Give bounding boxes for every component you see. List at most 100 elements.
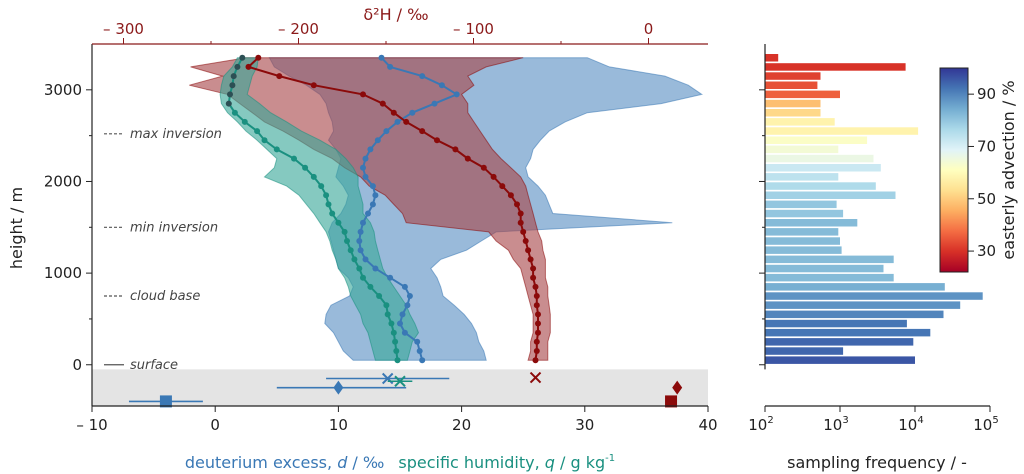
histogram-bar xyxy=(765,63,906,71)
x-tick-label: 0 xyxy=(210,416,220,434)
annotation-label: cloud base xyxy=(130,289,200,304)
median-point xyxy=(517,210,524,217)
median-point xyxy=(227,91,233,98)
colorbar-label: easterly advection / % xyxy=(999,80,1018,259)
median-point xyxy=(383,128,390,135)
x-axis-label: deuterium excess, d / ‰ specific humidity… xyxy=(185,453,615,472)
height-annotations: max inversion min inversion cloud base surf… xyxy=(104,127,222,373)
median-point xyxy=(383,302,390,309)
median-point xyxy=(532,283,539,290)
histogram-bar xyxy=(765,145,839,154)
median-point xyxy=(310,173,317,180)
median-point xyxy=(351,256,358,263)
median-point xyxy=(394,118,401,125)
median-point xyxy=(318,183,325,190)
histogram-bar xyxy=(765,219,858,227)
median-point xyxy=(356,238,363,244)
median-point xyxy=(530,274,537,281)
median-point xyxy=(397,320,403,327)
histogram-bar xyxy=(765,301,961,309)
histogram-bar xyxy=(765,273,894,282)
median-point xyxy=(231,109,238,116)
median-point xyxy=(392,338,399,345)
tick-exponent: 3 xyxy=(842,415,848,426)
median-point xyxy=(387,274,394,281)
median-point xyxy=(520,228,527,235)
histogram-bar xyxy=(765,109,821,117)
median-point xyxy=(254,128,261,135)
median-point xyxy=(255,54,262,61)
histogram-bar xyxy=(765,228,839,236)
median-point xyxy=(360,274,366,281)
median-point xyxy=(452,146,459,153)
surface-markers xyxy=(128,371,683,408)
histogram-bars xyxy=(765,54,983,364)
median-point xyxy=(341,228,348,235)
histogram-x-label: sampling frequency / - xyxy=(787,453,967,472)
histogram-bar xyxy=(765,54,779,62)
median-point xyxy=(225,100,232,107)
y-axis-label: height / m xyxy=(7,187,26,269)
histogram-x-tick-label: 104 xyxy=(898,415,923,434)
median-point xyxy=(533,293,540,299)
median-point xyxy=(533,302,540,309)
top-axis-label: δ²H / ‰ xyxy=(363,5,428,24)
median-point xyxy=(367,146,374,153)
median-point xyxy=(464,155,471,162)
median-point xyxy=(535,329,541,336)
annotation-label: surface xyxy=(130,358,178,373)
median-point xyxy=(376,293,383,299)
top-tick-label: – 300 xyxy=(103,20,144,38)
median-point xyxy=(379,100,386,107)
median-point xyxy=(357,228,364,235)
median-point xyxy=(401,329,408,336)
median-point xyxy=(329,210,336,217)
median-point xyxy=(372,265,379,272)
median-point xyxy=(276,73,283,80)
x-label-q-unit: / g kg xyxy=(555,453,605,472)
histogram-bar xyxy=(765,310,944,319)
median-line-0 xyxy=(358,57,459,361)
median-lines xyxy=(225,54,541,364)
median-point xyxy=(419,73,426,80)
histogram-bar xyxy=(765,182,876,190)
colorbar-tick-label: 50 xyxy=(977,190,996,208)
histogram-bar xyxy=(765,347,844,355)
median-point xyxy=(535,320,541,327)
spread-bands xyxy=(189,57,704,361)
median-point xyxy=(390,109,397,116)
top-tick-label: 0 xyxy=(644,20,654,38)
median-point xyxy=(378,54,385,61)
x-label-dexcess: deuterium excess, xyxy=(185,453,337,472)
x-tick-label: – 10 xyxy=(76,416,107,434)
median-point xyxy=(480,164,487,171)
median-point xyxy=(530,265,537,272)
median-point xyxy=(388,320,395,327)
median-point xyxy=(393,348,400,354)
histogram-bar xyxy=(765,72,821,80)
annotation-label: max inversion xyxy=(130,127,222,142)
histogram-bar xyxy=(765,237,840,245)
median-point xyxy=(527,256,534,263)
histogram-bar xyxy=(765,264,884,273)
colorbar-gradient xyxy=(939,67,969,273)
histogram-bar xyxy=(765,191,896,199)
median-point xyxy=(419,357,426,364)
frequency-histogram: 102 103 104 105 sampling frequency / - xyxy=(748,44,999,472)
tick-base: 10 xyxy=(973,416,992,434)
histogram-bar xyxy=(765,173,839,181)
histogram-bar xyxy=(765,200,837,209)
median-point xyxy=(325,201,332,208)
histogram-bar xyxy=(765,136,868,144)
median-point xyxy=(369,183,376,190)
median-point xyxy=(431,100,438,107)
histogram-bar xyxy=(765,164,881,172)
median-point xyxy=(273,146,280,153)
median-point xyxy=(230,73,237,80)
histogram-bar xyxy=(765,99,821,108)
median-point xyxy=(387,63,394,70)
median-point xyxy=(438,82,445,89)
median-point xyxy=(310,82,317,89)
